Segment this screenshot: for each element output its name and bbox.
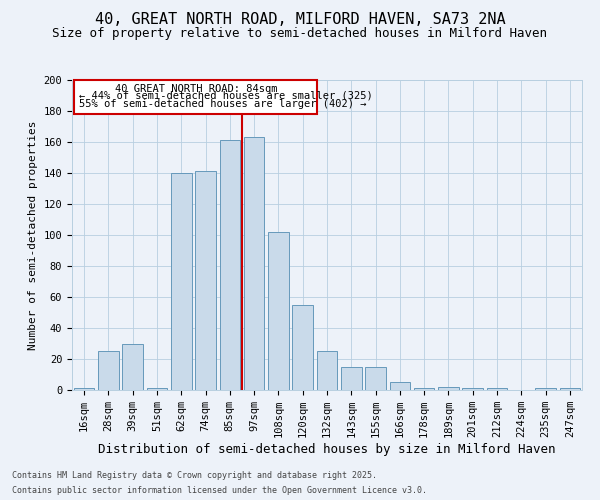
- Bar: [317, 351, 337, 390]
- Text: Size of property relative to semi-detached houses in Milford Haven: Size of property relative to semi-detach…: [53, 28, 548, 40]
- Text: ← 44% of semi-detached houses are smaller (325): ← 44% of semi-detached houses are smalle…: [79, 90, 373, 100]
- Bar: [365, 367, 386, 390]
- Bar: [463, 388, 483, 390]
- Bar: [341, 367, 362, 390]
- Bar: [438, 387, 459, 390]
- Bar: [74, 80, 317, 114]
- Bar: [292, 304, 313, 390]
- Text: Contains public sector information licensed under the Open Government Licence v3: Contains public sector information licen…: [12, 486, 427, 495]
- Bar: [171, 173, 191, 390]
- Text: Contains HM Land Registry data © Crown copyright and database right 2025.: Contains HM Land Registry data © Crown c…: [12, 471, 377, 480]
- Bar: [560, 388, 580, 390]
- Text: 55% of semi-detached houses are larger (402) →: 55% of semi-detached houses are larger (…: [79, 98, 367, 108]
- Bar: [389, 382, 410, 390]
- Bar: [220, 140, 240, 390]
- Bar: [244, 138, 265, 390]
- Bar: [414, 388, 434, 390]
- Bar: [98, 351, 119, 390]
- Bar: [146, 388, 167, 390]
- Text: 40, GREAT NORTH ROAD, MILFORD HAVEN, SA73 2NA: 40, GREAT NORTH ROAD, MILFORD HAVEN, SA7…: [95, 12, 505, 28]
- Bar: [535, 388, 556, 390]
- Bar: [74, 388, 94, 390]
- Bar: [487, 388, 508, 390]
- Y-axis label: Number of semi-detached properties: Number of semi-detached properties: [28, 120, 38, 350]
- Text: 40 GREAT NORTH ROAD: 84sqm: 40 GREAT NORTH ROAD: 84sqm: [115, 84, 277, 94]
- Bar: [122, 344, 143, 390]
- X-axis label: Distribution of semi-detached houses by size in Milford Haven: Distribution of semi-detached houses by …: [98, 443, 556, 456]
- Bar: [268, 232, 289, 390]
- Bar: [195, 172, 216, 390]
